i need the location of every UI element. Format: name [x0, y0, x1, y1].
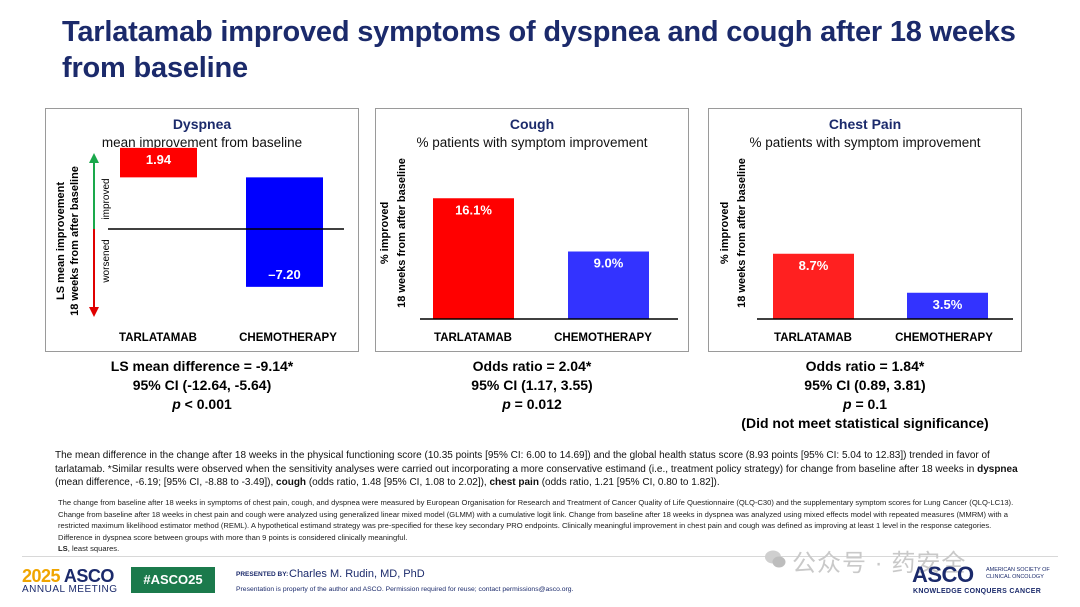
dyspnea-stat-1: LS mean difference = -9.14*: [110, 358, 294, 374]
cough-category-chemotherapy: CHEMOTHERAPY: [554, 332, 652, 344]
dyspnea-bar-chemotherapy: [246, 177, 323, 287]
dyspnea-stat-p: p < 0.001: [45, 395, 359, 414]
cough-stats: Odds ratio = 2.04* 95% CI (1.17, 3.55) p…: [375, 357, 689, 414]
improved-label: improved: [101, 178, 112, 219]
dyspnea-bar-tarlatamab: [120, 147, 197, 178]
cough-chart: % improved 18 weeks from after baseline …: [379, 158, 678, 344]
cough-ylabel-2: 18 weeks from after baseline: [396, 158, 408, 308]
chest-pain-subtitle: % patients with symptom improvement: [749, 135, 981, 150]
cough-panel: Cough % patients with symptom improvemen…: [375, 108, 689, 352]
footnote-text-d: (odds ratio, 1.21 [95% CI, 0.80 to 1.82]…: [538, 477, 720, 488]
footnote-methods-text: The change from baseline after 18 weeks …: [58, 498, 1014, 542]
worsened-arrowhead: [89, 307, 99, 317]
p-value: = 0.1: [851, 396, 887, 412]
cough-label-chemotherapy: 9.0%: [594, 256, 624, 271]
asco-annual-meeting-logo: 2025 ASCO ANNUAL MEETING: [22, 566, 122, 595]
p-value: < 0.001: [180, 396, 232, 412]
chest-pain-stats: Odds ratio = 1.84* 95% CI (0.89, 3.81) p…: [708, 357, 1022, 433]
presented-by-label: PRESENTED BY:: [236, 571, 289, 578]
dyspnea-stats: LS mean difference = -9.14* 95% CI (-12.…: [45, 357, 359, 414]
footnote-bold-dyspnea: dyspnea: [977, 463, 1018, 475]
cough-bar-tarlatamab: [433, 198, 514, 319]
improved-arrowhead: [89, 153, 99, 163]
chest-pain-label-chemotherapy: 3.5%: [933, 297, 963, 312]
chest-pain-chart: % improved 18 weeks from after baseline …: [719, 158, 1013, 344]
chest-pain-stat-1: Odds ratio = 1.84*: [805, 358, 925, 374]
cough-subtitle: % patients with symptom improvement: [416, 135, 648, 150]
cough-label-tarlatamab: 16.1%: [455, 202, 492, 217]
chest-pain-panel: Chest Pain % patients with symptom impro…: [708, 108, 1022, 352]
asco-society-name: AMERICAN SOCIETY OF CLINICAL ONCOLOGY: [986, 567, 1050, 580]
chest-pain-category-tarlatamab: TARLATAMAB: [774, 332, 852, 344]
asco-tagline: KNOWLEDGE CONQUERS CANCER: [913, 588, 1042, 595]
worsened-label: worsened: [101, 239, 112, 283]
chest-pain-label-tarlatamab: 8.7%: [799, 258, 829, 273]
presenter-name: Charles M. Rudin, MD, PhD: [289, 568, 425, 580]
chest-pain-stat-p: p = 0.1: [708, 395, 1022, 414]
dyspnea-stat-2: 95% CI (-12.64, -5.64): [132, 377, 272, 393]
chest-pain-title: Chest Pain: [828, 116, 902, 132]
dyspnea-subtitle: mean improvement from baseline: [101, 135, 303, 150]
cough-title: Cough: [509, 116, 555, 132]
chest-pain-ylabel-1: % improved: [719, 202, 731, 264]
abbr-ls-text: , least squares.: [67, 544, 120, 553]
meeting-year: 2025: [22, 566, 61, 586]
dyspnea-category-chemotherapy: CHEMOTHERAPY: [239, 332, 337, 344]
footnote-bold-cough: cough: [276, 477, 307, 488]
dyspnea-chart: LS mean improvement 18 weeks from after …: [55, 147, 344, 344]
chest-pain-ylabel-2: 18 weeks from after baseline: [736, 158, 748, 308]
cough-category-tarlatamab: TARLATAMAB: [434, 332, 512, 344]
footnote-text-b: (mean difference, -6.19; [95% CI, -8.88 …: [55, 477, 277, 488]
dyspnea-category-tarlatamab: TARLATAMAB: [119, 332, 197, 344]
cough-bar-chemotherapy: [568, 251, 649, 319]
meeting-asco: ASCO: [63, 566, 115, 586]
footer-divider: [22, 556, 1058, 557]
cough-stat-1: Odds ratio = 2.04*: [472, 358, 592, 374]
footnote-methods: The change from baseline after 18 weeks …: [58, 497, 1023, 555]
footnote-text-a: The mean difference in the change after …: [55, 450, 990, 475]
p-symbol: p: [843, 396, 852, 412]
watermark-text: 公众号 · 药安全: [792, 550, 967, 577]
cough-stat-p: p = 0.012: [375, 395, 689, 414]
reuse-notice: Presentation is property of the author a…: [236, 586, 574, 593]
p-value: = 0.012: [510, 396, 562, 412]
annual-meeting-label: ANNUAL MEETING: [22, 584, 118, 595]
footnote-abbreviation: LS, least squares.: [58, 543, 1023, 555]
p-symbol: p: [502, 396, 511, 412]
dyspnea-panel: Dyspnea mean improvement from baseline L…: [45, 108, 359, 352]
wechat-icon: [765, 550, 786, 568]
footnote-bold-chest-pain: chest pain: [489, 477, 539, 488]
asco-logo-text: ASCO: [912, 562, 974, 587]
abbr-ls: LS: [58, 544, 68, 553]
dyspnea-label-tarlatamab: 1.94: [146, 152, 172, 167]
cough-stat-2: 95% CI (1.17, 3.55): [471, 377, 593, 393]
hashtag-badge: #ASCO25: [131, 567, 215, 593]
footnote-text-c: (odds ratio, 1.48 [95% CI, 1.08 to 2.02]…: [306, 477, 490, 488]
dyspnea-title: Dyspnea: [172, 116, 232, 132]
slide-title: Tarlatamab improved symptoms of dyspnea …: [62, 16, 1016, 84]
asco-logo: ASCO AMERICAN SOCIETY OF CLINICAL ONCOLO…: [912, 562, 1050, 588]
chest-pain-bar-chemotherapy: [907, 292, 988, 319]
cough-ylabel-1: % improved: [379, 202, 391, 264]
chest-pain-stat-note: (Did not meet statistical significance): [741, 415, 989, 431]
chest-pain-bar-tarlatamab: [773, 253, 854, 319]
dyspnea-ylabel-2: 18 weeks from after baseline: [69, 166, 81, 316]
chest-pain-category-chemotherapy: CHEMOTHERAPY: [895, 332, 993, 344]
dyspnea-ylabel-1: LS mean improvement: [55, 182, 67, 300]
dyspnea-label-chemotherapy: –7.20: [268, 267, 301, 282]
p-symbol: p: [172, 396, 181, 412]
footnote-main: The mean difference in the change after …: [55, 449, 1030, 490]
chest-pain-stat-2: 95% CI (0.89, 3.81): [804, 377, 926, 393]
